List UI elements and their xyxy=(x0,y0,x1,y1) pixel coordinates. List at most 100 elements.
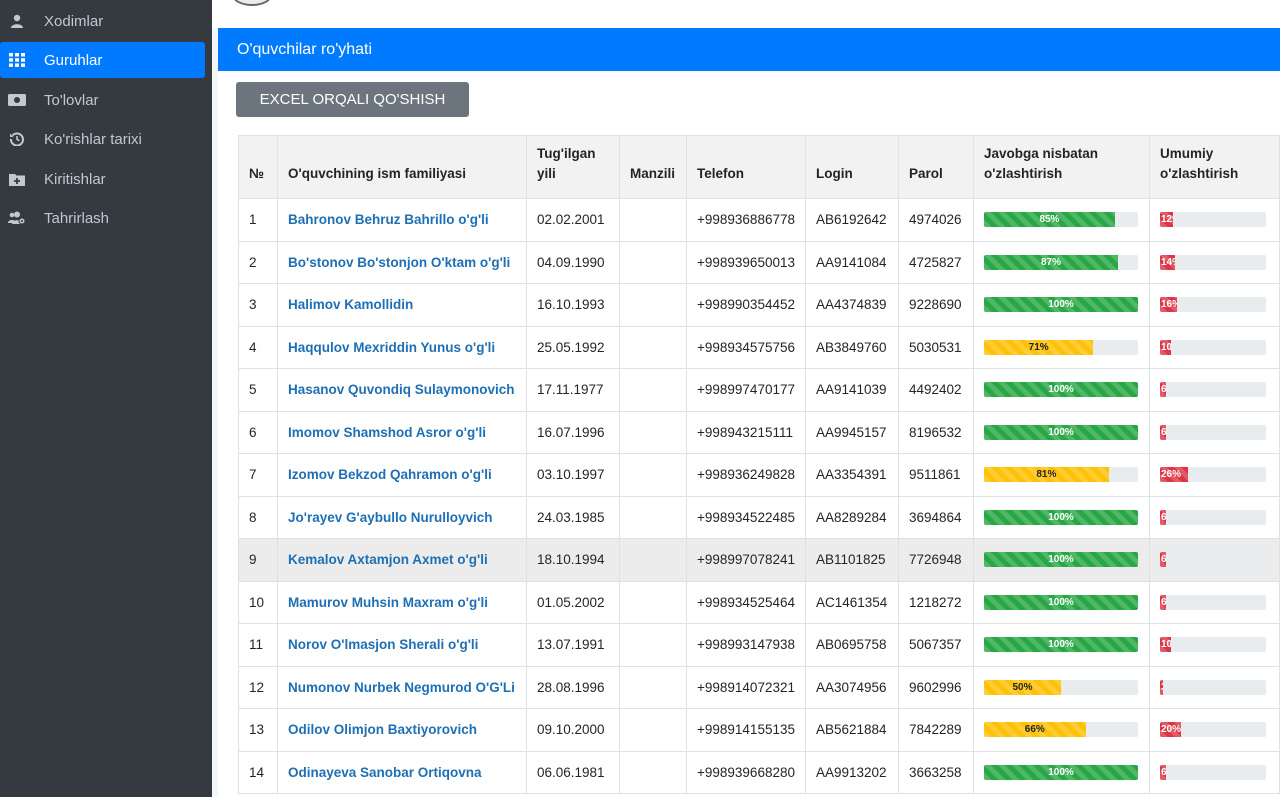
total-progress-cell: 6% xyxy=(1149,538,1280,582)
excel-import-button[interactable]: EXCEL ORQALI QO'SHISH xyxy=(236,82,469,117)
progress-fill: 6% xyxy=(1160,594,1167,610)
progress-fill: 100% xyxy=(984,552,1138,568)
sidebar-item-xodimlar[interactable]: Xodimlar xyxy=(0,3,212,39)
student-name-link[interactable]: Norov O'lmasjon Sherali o'g'li xyxy=(277,623,527,667)
table-row[interactable]: 6 Imomov Shamshod Asror o'g'li 16.07.1996 +… xyxy=(238,410,1280,454)
student-name-link[interactable]: Imomov Shamshod Asror o'g'li xyxy=(277,410,527,454)
table-row[interactable]: 1 Bahronov Behruz Bahrillo o'g'li 02.02.20… xyxy=(238,198,1280,242)
phone-number: +998934525464 xyxy=(686,580,806,624)
row-number: 4 xyxy=(238,325,278,369)
sidebar-item-tolovlar[interactable]: To'lovlar xyxy=(0,82,212,118)
table-row[interactable]: 13 Odilov Olimjon Baxtiyorovich 09.10.2000… xyxy=(238,708,1280,752)
student-name-link[interactable]: Jo'rayev G'aybullo Nurulloyvich xyxy=(277,495,527,539)
student-name-link[interactable]: Izomov Bekzod Qahramon o'g'li xyxy=(277,453,527,497)
address xyxy=(619,325,687,369)
address xyxy=(619,538,687,582)
login: AA8289284 xyxy=(805,495,899,539)
answer-progress-cell: 100% xyxy=(973,495,1150,539)
table-row[interactable]: 12 Numonov Nurbek Negmurod O'G'Li 28.08.19… xyxy=(238,665,1280,709)
table-row[interactable]: 2 Bo'stonov Bo'stonjon O'ktam o'g'li 04.09… xyxy=(238,240,1280,284)
sidebar: Xodimlar Guruhlar To'lovlar Ko'rishlar t… xyxy=(0,0,212,797)
student-name-link[interactable]: Halimov Kamollidin xyxy=(277,283,527,327)
sidebar-item-tahrirlash[interactable]: Tahrirlash xyxy=(0,200,212,236)
answer-progress-cell: 100% xyxy=(973,538,1150,582)
sidebar-item-korishlar-tarixi[interactable]: Ko'rishlar tarixi xyxy=(0,121,212,157)
student-name-link[interactable]: Kemalov Axtamjon Axmet o'g'li xyxy=(277,538,527,582)
progress-fill: 100% xyxy=(984,764,1138,780)
student-name-link[interactable]: Numonov Nurbek Negmurod O'G'Li xyxy=(277,665,527,709)
table-row[interactable]: 7 Izomov Bekzod Qahramon o'g'li 03.10.1997… xyxy=(238,453,1280,497)
total-progress-cell: 6% xyxy=(1149,368,1280,412)
table-row[interactable]: 4 Haqqulov Mexriddin Yunus o'g'li 25.05.19… xyxy=(238,325,1280,369)
table-row[interactable]: 3 Halimov Kamollidin 16.10.1993 +9989903544… xyxy=(238,283,1280,327)
phone-number: +998934522485 xyxy=(686,495,806,539)
student-name-link[interactable]: Haqqulov Mexriddin Yunus o'g'li xyxy=(277,325,527,369)
password: 8196532 xyxy=(898,410,974,454)
table-header-row: № O'quvchining ism familiyasi Tug'ilgan y… xyxy=(238,135,1280,199)
total-progress-cell: 26% xyxy=(1149,453,1280,497)
login: AA9945157 xyxy=(805,410,899,454)
sidebar-item-kiritishlar[interactable]: Kiritishlar xyxy=(0,161,212,197)
progress-bar: 10% xyxy=(1160,339,1266,355)
table-row[interactable]: 11 Norov O'lmasjon Sherali o'g'li 13.07.19… xyxy=(238,623,1280,667)
address xyxy=(619,665,687,709)
birth-date: 09.10.2000 xyxy=(526,708,620,752)
birth-date: 03.10.1997 xyxy=(526,453,620,497)
progress-fill: 26% xyxy=(1160,467,1188,483)
total-progress-cell: 6% xyxy=(1149,750,1280,794)
col-header-total-progress: Umumiy o'zlashtirish xyxy=(1149,135,1280,199)
login: AA3074956 xyxy=(805,665,899,709)
answer-progress-cell: 50% xyxy=(973,665,1150,709)
progress-fill: 100% xyxy=(984,594,1138,610)
col-header-birth: Tug'ilgan yili xyxy=(526,135,620,199)
total-progress-cell: 10% xyxy=(1149,623,1280,667)
sidebar-item-label: To'lovlar xyxy=(44,91,99,109)
progress-fill: 81% xyxy=(984,467,1109,483)
progress-bar: 26% xyxy=(1160,467,1266,483)
total-progress-cell: 16% xyxy=(1149,283,1280,327)
student-name-link[interactable]: Bahronov Behruz Bahrillo o'g'li xyxy=(277,198,527,242)
progress-fill: 6% xyxy=(1160,764,1167,780)
progress-bar: 100% xyxy=(984,594,1138,610)
password: 1218272 xyxy=(898,580,974,624)
password: 7842289 xyxy=(898,708,974,752)
top-navbar xyxy=(212,0,1280,28)
answer-progress-cell: 71% xyxy=(973,325,1150,369)
table-row[interactable]: 9 Kemalov Axtamjon Axmet o'g'li 18.10.1994… xyxy=(238,538,1280,582)
progress-bar: 87% xyxy=(984,254,1138,270)
birth-date: 25.05.1992 xyxy=(526,325,620,369)
progress-fill: 85% xyxy=(984,212,1115,228)
login: AB5621884 xyxy=(805,708,899,752)
student-name-link[interactable]: Bo'stonov Bo'stonjon O'ktam o'g'li xyxy=(277,240,527,284)
progress-fill: 14% xyxy=(1160,254,1175,270)
phone-number: +998936249828 xyxy=(686,453,806,497)
main-content: O'quvchilar ro'yhati EXCEL ORQALI QO'SHI… xyxy=(218,28,1280,797)
student-name-link[interactable]: Hasanov Quvondiq Sulaymonovich xyxy=(277,368,527,412)
student-name-link[interactable]: Mamurov Muhsin Maxram o'g'li xyxy=(277,580,527,624)
total-progress-cell: 6% xyxy=(1149,410,1280,454)
phone-number: +998997470177 xyxy=(686,368,806,412)
table-row[interactable]: 5 Hasanov Quvondiq Sulaymonovich 17.11.197… xyxy=(238,368,1280,412)
progress-bar: 20% xyxy=(1160,722,1266,738)
password: 4492402 xyxy=(898,368,974,412)
table-row[interactable]: 8 Jo'rayev G'aybullo Nurulloyvich 24.03.19… xyxy=(238,495,1280,539)
progress-fill: 6% xyxy=(1160,424,1167,440)
table-row[interactable]: 10 Mamurov Muhsin Maxram o'g'li 01.05.2002… xyxy=(238,580,1280,624)
sidebar-item-label: Xodimlar xyxy=(44,12,104,30)
student-name-link[interactable]: Odilov Olimjon Baxtiyorovich xyxy=(277,708,527,752)
login: AB3849760 xyxy=(805,325,899,369)
phone-number: +998939650013 xyxy=(686,240,806,284)
student-name-link[interactable]: Odinayeva Sanobar Ortiqovna xyxy=(277,750,527,794)
progress-bar: 6% xyxy=(1160,424,1266,440)
sidebar-item-guruhlar[interactable]: Guruhlar xyxy=(0,42,205,78)
history-icon xyxy=(8,132,26,146)
address xyxy=(619,198,687,242)
address xyxy=(619,708,687,752)
progress-bar: 16% xyxy=(1160,297,1266,313)
progress-bar: 14% xyxy=(1160,254,1266,270)
table-row[interactable]: 14 Odinayeva Sanobar Ortiqovna 06.06.1981 +… xyxy=(238,750,1280,794)
progress-bar: 3% xyxy=(1160,679,1266,695)
col-header-number: № xyxy=(238,135,278,199)
birth-date: 16.07.1996 xyxy=(526,410,620,454)
col-header-login: Login xyxy=(805,135,899,199)
